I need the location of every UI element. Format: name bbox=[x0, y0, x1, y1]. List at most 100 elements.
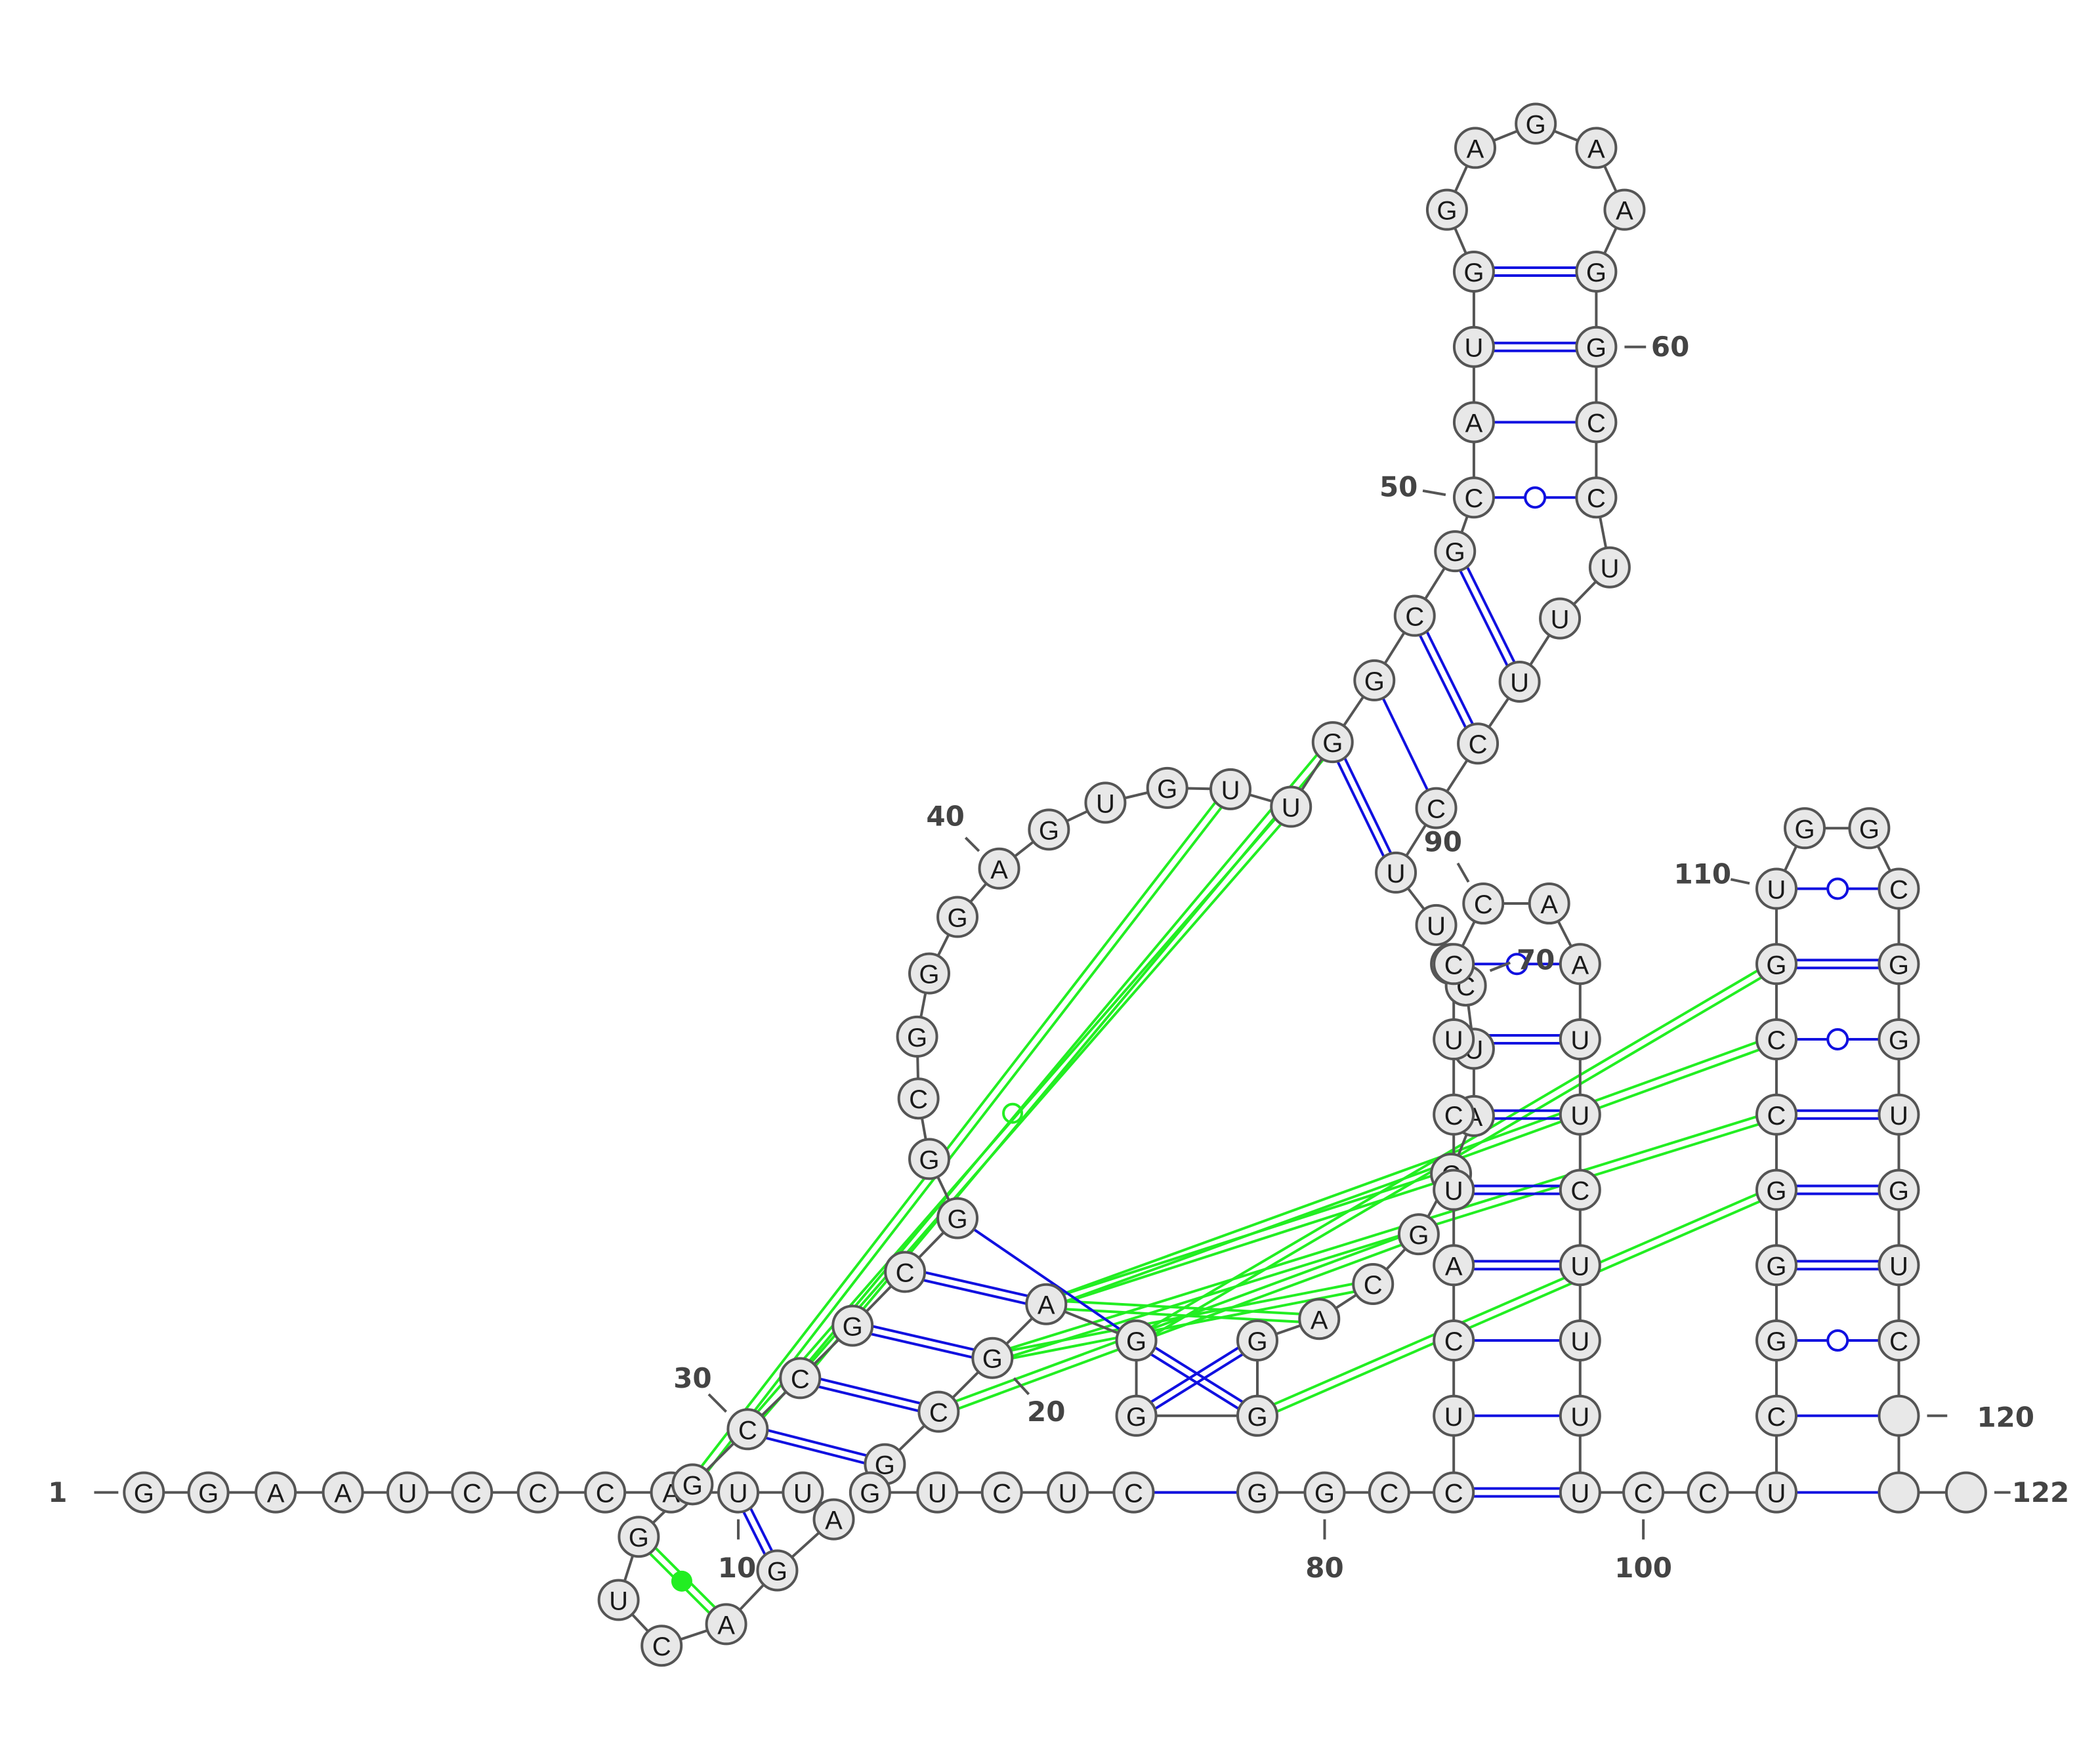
tertiary-marker bbox=[1002, 1102, 1024, 1124]
nucleotide: U bbox=[1209, 768, 1252, 810]
nucleotide: G bbox=[1425, 188, 1468, 231]
nucleotide: C bbox=[726, 1408, 769, 1451]
nucleotide: G bbox=[1848, 807, 1891, 850]
nucleotide: G bbox=[187, 1471, 230, 1514]
pair-canonical bbox=[1137, 1336, 1261, 1414]
nucleotide: G bbox=[1115, 1319, 1158, 1362]
svg-text:U: U bbox=[1551, 606, 1570, 634]
nucleotide: G bbox=[123, 1471, 165, 1514]
svg-text:C: C bbox=[1767, 1026, 1786, 1055]
nucleotide: U bbox=[717, 1471, 760, 1514]
nucleotide: U bbox=[386, 1471, 429, 1514]
svg-text:G: G bbox=[860, 1480, 880, 1508]
nucleotide: G bbox=[849, 1471, 891, 1514]
svg-text:G: G bbox=[1859, 815, 1880, 844]
svg-text:A: A bbox=[1467, 135, 1484, 163]
nucleotide: C bbox=[1457, 722, 1500, 765]
nucleotide: G bbox=[756, 1549, 799, 1592]
position-label: 50 bbox=[1379, 470, 1418, 503]
nucleotide: U bbox=[1375, 851, 1418, 894]
svg-text:U: U bbox=[1889, 1102, 1908, 1130]
svg-text:C: C bbox=[1405, 603, 1424, 632]
pair-canonical bbox=[1328, 743, 1394, 875]
nucleotide: A bbox=[705, 1603, 747, 1646]
svg-text:G: G bbox=[919, 961, 939, 989]
nucleotide: G bbox=[1397, 1213, 1440, 1256]
tertiary-line bbox=[1044, 1169, 1450, 1302]
nucleotide: C bbox=[779, 1357, 822, 1400]
nucleotide: G bbox=[1755, 1244, 1797, 1287]
position-label: 20 bbox=[1027, 1396, 1065, 1428]
svg-text:A: A bbox=[1540, 890, 1558, 919]
svg-text:G: G bbox=[1408, 1221, 1429, 1250]
position-tick bbox=[1013, 1377, 1030, 1396]
svg-text:G: G bbox=[1766, 1177, 1786, 1206]
svg-text:C: C bbox=[929, 1399, 948, 1428]
nucleotide: G bbox=[671, 1463, 714, 1506]
nucleotide: U bbox=[1270, 785, 1312, 828]
nucleotide: A bbox=[812, 1498, 855, 1541]
nucleotide: C bbox=[1755, 1394, 1797, 1437]
pair-wobble-marker bbox=[1826, 1028, 1849, 1051]
position-label: 10 bbox=[718, 1552, 756, 1584]
svg-text:C: C bbox=[1124, 1480, 1143, 1508]
svg-text:G: G bbox=[1039, 816, 1059, 845]
nucleotide: U bbox=[1755, 867, 1797, 910]
pair-canonical bbox=[1133, 1336, 1256, 1414]
position-label: 120 bbox=[1977, 1401, 2034, 1433]
nucleotide: C bbox=[1559, 1169, 1601, 1211]
svg-text:G: G bbox=[1766, 1252, 1786, 1281]
position-tick bbox=[707, 1393, 727, 1413]
nucleotide: C bbox=[897, 1077, 940, 1120]
nucleotide bbox=[1878, 1471, 1920, 1514]
svg-text:A: A bbox=[267, 1480, 285, 1508]
svg-text:C: C bbox=[1444, 1480, 1463, 1508]
tertiary-line bbox=[936, 1229, 1418, 1409]
nucleotide: U bbox=[1559, 1394, 1601, 1437]
nucleotide: G bbox=[908, 1138, 950, 1180]
svg-text:C: C bbox=[1444, 1327, 1463, 1356]
nucleotide: G bbox=[1115, 1394, 1158, 1437]
nucleotide: U bbox=[1452, 325, 1495, 368]
pair-canonical bbox=[906, 1266, 1048, 1302]
svg-text:U: U bbox=[1444, 1403, 1463, 1432]
tertiary-line bbox=[694, 791, 1235, 1488]
nucleotide: G bbox=[908, 952, 950, 995]
svg-text:U: U bbox=[609, 1587, 628, 1616]
svg-text:C: C bbox=[1698, 1480, 1717, 1508]
position-label: 80 bbox=[1305, 1552, 1343, 1584]
nucleotide: G bbox=[1146, 766, 1188, 809]
nucleotide: U bbox=[1084, 781, 1127, 824]
nucleotide: C bbox=[1575, 476, 1618, 519]
svg-text:U: U bbox=[1096, 789, 1115, 818]
svg-text:G: G bbox=[1445, 538, 1465, 567]
svg-text:C: C bbox=[596, 1480, 615, 1508]
pair-single bbox=[1373, 680, 1438, 809]
svg-text:C: C bbox=[1427, 795, 1446, 824]
svg-text:C: C bbox=[1634, 1480, 1653, 1508]
svg-text:C: C bbox=[1464, 484, 1483, 513]
nucleotide: G bbox=[1515, 102, 1557, 145]
svg-text:A: A bbox=[1465, 409, 1483, 438]
nucleotide: C bbox=[1433, 1471, 1475, 1514]
svg-text:C: C bbox=[1364, 1271, 1383, 1300]
pair-wobble-marker bbox=[1826, 877, 1849, 900]
nucleotide bbox=[1878, 1394, 1920, 1437]
svg-text:G: G bbox=[1526, 111, 1546, 140]
svg-text:U: U bbox=[1059, 1480, 1078, 1508]
position-label: 110 bbox=[1673, 858, 1731, 890]
position-label: 122 bbox=[2012, 1476, 2070, 1508]
svg-text:G: G bbox=[134, 1480, 154, 1508]
svg-text:U: U bbox=[1427, 912, 1446, 941]
svg-text:U: U bbox=[1570, 1327, 1589, 1356]
svg-text:U: U bbox=[1570, 1252, 1589, 1281]
nucleotide: U bbox=[1433, 1018, 1475, 1061]
nucleotide: G bbox=[1311, 721, 1354, 764]
nucleotide: G bbox=[831, 1304, 874, 1347]
tertiary-marker bbox=[671, 1570, 692, 1592]
svg-text:U: U bbox=[1570, 1102, 1589, 1130]
svg-text:U: U bbox=[1570, 1026, 1589, 1055]
nucleotide: C bbox=[1755, 1093, 1797, 1136]
